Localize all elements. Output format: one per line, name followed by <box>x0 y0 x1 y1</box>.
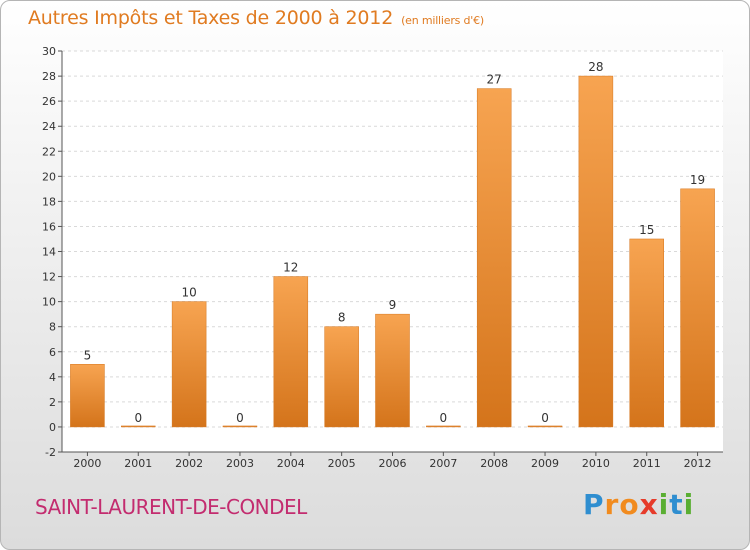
logo-letter: P <box>583 488 605 521</box>
y-tick-label: 14 <box>42 246 56 259</box>
y-tick-label: 6 <box>49 346 56 359</box>
data-label: 28 <box>588 60 603 74</box>
data-label: 27 <box>487 73 502 87</box>
data-label: 19 <box>690 173 705 187</box>
data-label: 15 <box>639 223 654 237</box>
y-tick-label: 12 <box>42 271 56 284</box>
data-label: 0 <box>440 411 448 425</box>
y-tick-label: 2 <box>49 396 56 409</box>
bar <box>121 425 156 428</box>
y-tick-label: 30 <box>42 45 56 58</box>
y-tick-label: 16 <box>42 220 56 233</box>
bar <box>527 425 563 428</box>
bar <box>70 364 105 428</box>
bar <box>324 326 359 428</box>
x-tick-label: 2010 <box>582 457 610 470</box>
bar <box>680 188 715 428</box>
logo-letter: i <box>658 488 670 521</box>
data-label: 0 <box>541 411 549 425</box>
chart-subtitle: (en milliers d'€) <box>401 14 484 27</box>
x-tick-label: 2006 <box>379 457 407 470</box>
x-tick-label: 2004 <box>277 457 305 470</box>
bar <box>426 425 461 428</box>
chart-title-text: Autres Impôts et Taxes de 2000 à 2012 <box>28 7 394 29</box>
x-tick-label: 2005 <box>328 457 356 470</box>
x-tick-label: 2001 <box>124 457 152 470</box>
logo-letter: o <box>619 488 640 521</box>
y-tick-label: 28 <box>42 70 56 83</box>
logo-letter: t <box>669 488 684 521</box>
logo-letter: r <box>604 488 620 521</box>
data-label: 12 <box>283 261 298 275</box>
x-tick-label: 2008 <box>480 457 508 470</box>
x-tick-label: 2002 <box>175 457 203 470</box>
y-tick-label: 20 <box>42 170 56 183</box>
bar <box>578 75 614 428</box>
x-tick-label: 2003 <box>226 457 254 470</box>
x-tick-label: 2007 <box>429 457 457 470</box>
bar <box>273 276 309 428</box>
logo-letter: x <box>639 488 659 521</box>
commune-name: SAINT-LAURENT-DE-CONDEL <box>35 495 307 519</box>
data-label: 0 <box>134 411 142 425</box>
x-tick-label: 2011 <box>633 457 661 470</box>
proxiti-logo: Proxiti <box>583 488 694 521</box>
y-tick-label: 10 <box>42 296 56 309</box>
x-tick-label: 2009 <box>531 457 559 470</box>
data-label: 5 <box>84 348 92 362</box>
y-tick-label: 22 <box>42 145 56 158</box>
y-tick-label: 4 <box>49 371 56 384</box>
y-tick-label: 8 <box>49 321 56 334</box>
data-label: 0 <box>236 411 244 425</box>
logo-letter: i <box>683 488 695 521</box>
x-tick-label: 2012 <box>684 457 712 470</box>
data-label: 9 <box>389 298 397 312</box>
data-label: 8 <box>338 311 346 325</box>
y-tick-label: -2 <box>45 446 56 459</box>
chart-title: Autres Impôts et Taxes de 2000 à 2012 (en… <box>28 7 484 29</box>
bar <box>476 88 512 428</box>
bar <box>629 238 664 428</box>
bar <box>375 313 410 428</box>
bar <box>171 301 207 428</box>
data-label: 10 <box>181 286 196 300</box>
x-tick-label: 2000 <box>73 457 101 470</box>
y-tick-label: 26 <box>42 95 56 108</box>
y-tick-label: 24 <box>42 120 56 133</box>
y-tick-label: 18 <box>42 195 56 208</box>
y-tick-label: 0 <box>49 421 56 434</box>
bar <box>222 425 258 428</box>
